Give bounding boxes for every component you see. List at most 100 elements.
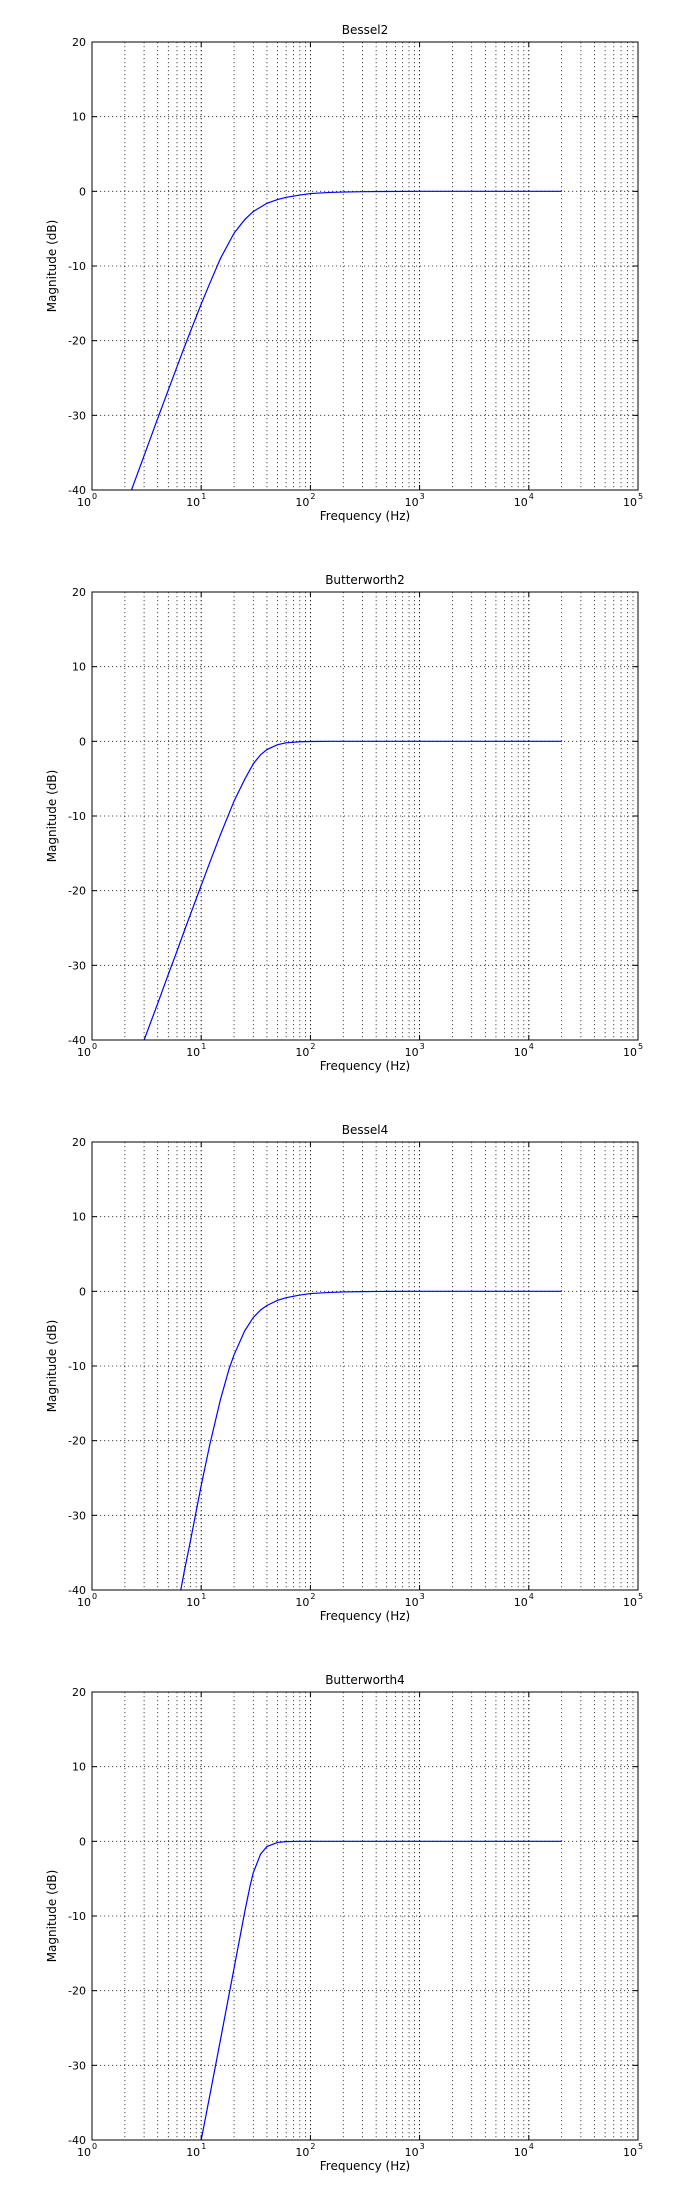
y-tick-label: 20 [72,36,86,49]
x-axis-label: Frequency (Hz) [320,2159,411,2173]
x-tick-label-base: 10 [514,1596,528,1609]
x-tick-label-base: 10 [295,2146,309,2159]
chart-title: Butterworth4 [325,1673,405,1687]
y-tick-label: -20 [68,885,86,898]
x-tick-label-base: 10 [77,2146,91,2159]
x-tick-label-base: 10 [623,496,637,509]
y-tick-label: 20 [72,586,86,599]
y-tick-label: -30 [68,409,86,422]
y-tick-label: -30 [68,2059,86,2072]
chart-title: Butterworth2 [325,573,405,587]
tick-marks [91,591,639,1041]
y-axis-label: Magnitude (dB) [45,770,59,863]
x-tick-label-exponent: 1 [201,2142,206,2151]
series-line-1 [130,190,562,490]
y-tick-label: 10 [72,1761,86,1774]
y-tick-label: 10 [72,1211,86,1224]
x-tick-label-exponent: 2 [310,2142,315,2151]
y-tick-label: -10 [68,260,86,273]
x-tick-label-exponent: 0 [92,2142,97,2151]
x-tick-label-base: 10 [295,496,309,509]
x-tick-label-exponent: 4 [529,2142,534,2151]
x-tick-label-base: 10 [514,1046,528,1059]
y-axis-label: Magnitude (dB) [45,1320,59,1413]
x-tick-label-base: 10 [623,2146,637,2159]
x-tick-label-base: 10 [77,496,91,509]
series-line-1 [180,1290,562,1590]
x-tick-label-exponent: 2 [310,492,315,501]
x-tick-label-base: 10 [623,1046,637,1059]
x-tick-label-base: 10 [405,1596,419,1609]
x-tick-label-base: 10 [623,1596,637,1609]
y-axis-label: Magnitude (dB) [45,1870,59,1963]
x-tick-label-base: 10 [405,1046,419,1059]
x-tick-label-base: 10 [405,496,419,509]
x-tick-label-exponent: 3 [420,1592,425,1601]
y-axis-label: Magnitude (dB) [45,220,59,313]
x-tick-label-exponent: 5 [638,1042,643,1051]
plot-area-frame [91,1141,639,1591]
series-line-1 [143,740,562,1040]
x-tick-label-exponent: 4 [529,492,534,501]
y-tick-label: 20 [72,1686,86,1699]
x-tick-label-base: 10 [186,1046,200,1059]
y-tick-label: 0 [79,735,86,748]
x-tick-label-exponent: 2 [310,1042,315,1051]
x-tick-label-base: 10 [186,2146,200,2159]
x-tick-label-base: 10 [295,1596,309,1609]
x-tick-label-exponent: 4 [529,1592,534,1601]
x-tick-label-exponent: 2 [310,1592,315,1601]
y-tick-label: -30 [68,1509,86,1522]
plot-area-frame [91,1691,639,2141]
series-line-1 [200,1840,562,2140]
x-tick-label-base: 10 [295,1046,309,1059]
y-tick-label: 0 [79,1285,86,1298]
x-tick-label-exponent: 0 [92,492,97,501]
x-tick-label-base: 10 [186,496,200,509]
x-tick-label-exponent: 0 [92,1042,97,1051]
plot-area-frame [91,591,639,1041]
y-tick-label: 10 [72,661,86,674]
x-tick-label-base: 10 [405,2146,419,2159]
x-tick-label-base: 10 [514,2146,528,2159]
grid-lines [92,42,638,490]
x-axis-label: Frequency (Hz) [320,1059,411,1073]
x-tick-label-base: 10 [514,496,528,509]
y-tick-label: -40 [68,2134,86,2147]
x-tick-label-exponent: 3 [420,2142,425,2151]
x-tick-label-exponent: 1 [201,1042,206,1051]
x-tick-label-base: 10 [186,1596,200,1609]
grid-lines [92,592,638,1040]
x-tick-label-exponent: 3 [420,1042,425,1051]
y-tick-label: 20 [72,1136,86,1149]
chart-title: Bessel2 [342,23,388,37]
x-axis-label: Frequency (Hz) [320,1609,411,1623]
y-tick-label: -20 [68,1985,86,1998]
y-tick-label: 0 [79,1835,86,1848]
y-tick-label: -10 [68,1910,86,1923]
y-tick-label: -20 [68,1435,86,1448]
x-tick-label-exponent: 5 [638,492,643,501]
x-tick-label-exponent: 1 [201,1592,206,1601]
y-tick-label: -40 [68,1584,86,1597]
y-tick-label: -40 [68,1034,86,1047]
plot-area-frame [91,41,639,491]
x-tick-label-exponent: 5 [638,2142,643,2151]
x-tick-label-base: 10 [77,1596,91,1609]
y-tick-label: -30 [68,959,86,972]
chart-title: Bessel4 [342,1123,388,1137]
y-tick-label: 10 [72,111,86,124]
y-tick-label: -40 [68,484,86,497]
x-axis-label: Frequency (Hz) [320,509,411,523]
y-tick-label: -10 [68,1360,86,1373]
grid-lines [92,1142,638,1590]
x-tick-label-exponent: 3 [420,492,425,501]
x-tick-label-base: 10 [77,1046,91,1059]
x-tick-label-exponent: 0 [92,1592,97,1601]
x-tick-label-exponent: 1 [201,492,206,501]
